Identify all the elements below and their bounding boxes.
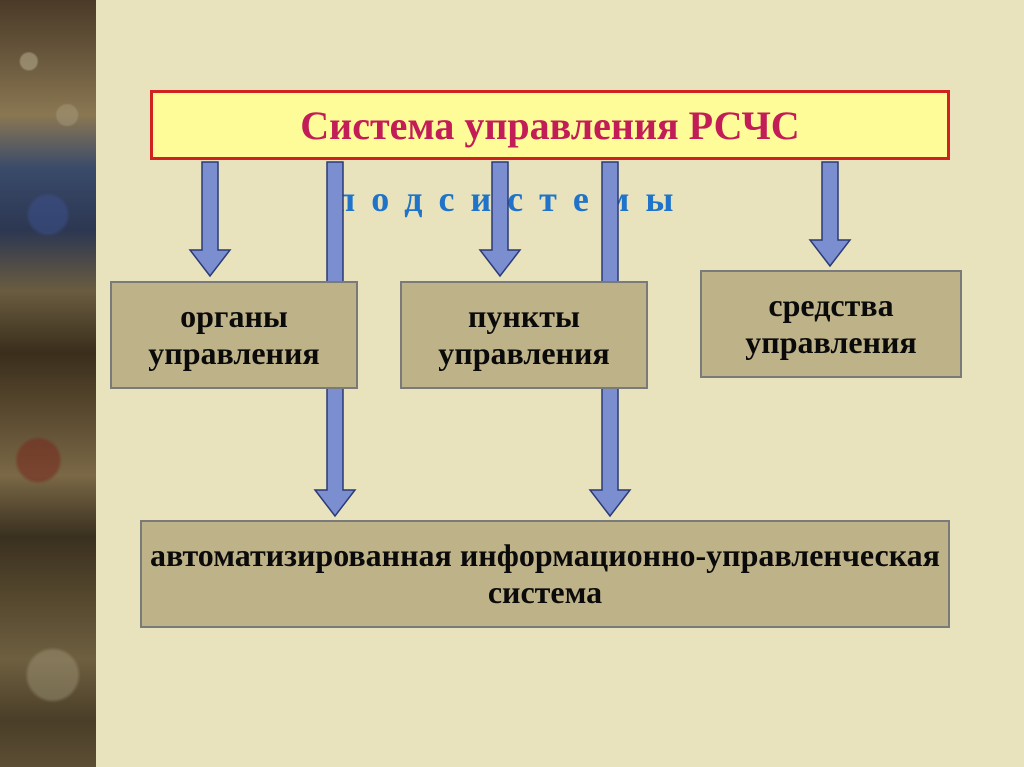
slide: Система управления РСЧС подсистемы орган… (0, 0, 1024, 767)
subtitle-label: подсистемы (0, 178, 1024, 220)
box-punkty: пункты управления (400, 281, 648, 389)
box-aius-label: автоматизированная информационно-управле… (150, 537, 940, 611)
title-text: Система управления РСЧС (300, 102, 799, 149)
title-box: Система управления РСЧС (150, 90, 950, 160)
box-aius: автоматизированная информационно-управле… (140, 520, 950, 628)
box-punkty-label: пункты управления (410, 298, 638, 372)
decorative-sidebar-image (0, 0, 96, 767)
box-organy-label: органы управления (120, 298, 348, 372)
box-sredstva-label: средства управления (710, 287, 952, 361)
box-organy: органы управления (110, 281, 358, 389)
box-sredstva: средства управления (700, 270, 962, 378)
